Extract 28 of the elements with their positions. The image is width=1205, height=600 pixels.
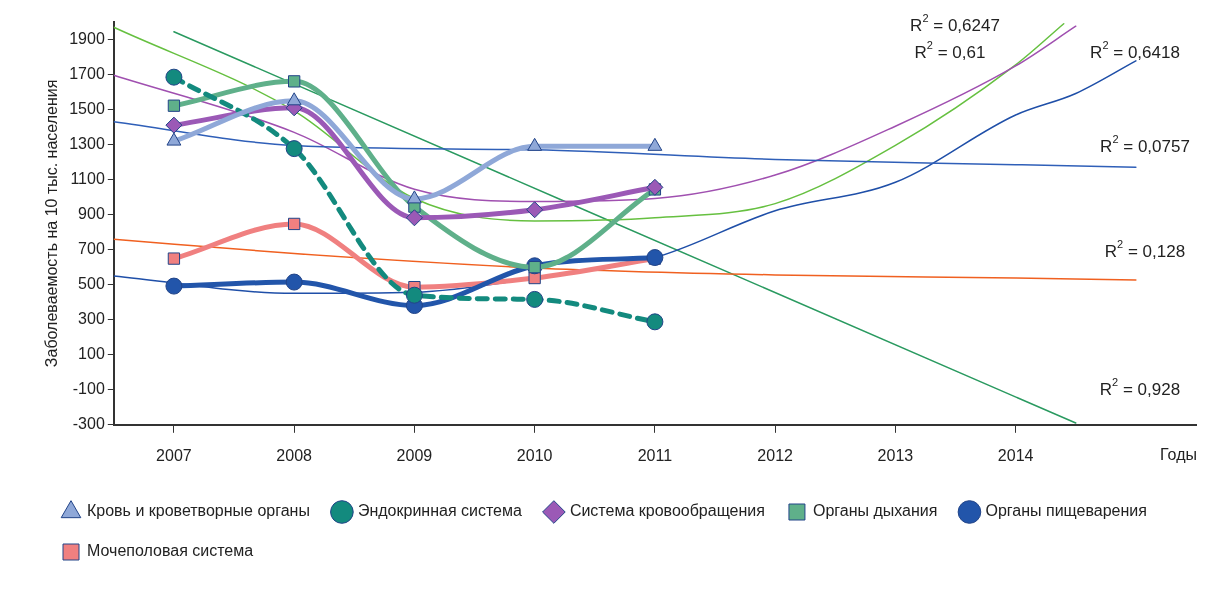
x-tick-label: 2011: [637, 446, 673, 464]
legend-label: Система кровообращения: [569, 502, 765, 520]
y-axis-title: Заболеваемость на 10 тыс. населения: [43, 79, 61, 368]
legend-label: Органы дыхания: [812, 502, 938, 520]
y-tick-label: 1700: [69, 64, 105, 82]
y-tick-label: 100: [78, 345, 105, 363]
legend-label: Органы пищеварения: [985, 502, 1147, 520]
y-tick-label: 1500: [69, 99, 105, 117]
y-tick-label: 1300: [69, 135, 105, 152]
x-tick-label: 2010: [516, 446, 553, 464]
y-tick-label: 1900: [69, 29, 105, 47]
legend-label: Кровь и кроветворные органы: [87, 502, 310, 520]
y-tick-label: -300: [72, 415, 105, 433]
legend-label: Эндокринная система: [357, 502, 522, 520]
x-tick-label: 2007: [156, 446, 192, 464]
x-tick-label: 2009: [396, 446, 433, 464]
y-tick-label: 500: [78, 275, 105, 293]
x-tick-label: 2008: [276, 446, 313, 464]
x-axis-title: Годы: [1160, 446, 1197, 464]
x-tick-label: 2012: [757, 446, 794, 464]
y-tick-label: 900: [78, 205, 105, 223]
y-tick-label: 300: [78, 310, 105, 328]
y-tick-label: 700: [78, 240, 105, 258]
x-tick-label: 2014: [997, 446, 1034, 464]
x-tick-label: 2013: [877, 446, 914, 464]
legend-label: Мочеполовая система: [87, 542, 254, 560]
y-tick-label: -100: [72, 380, 105, 398]
y-tick-label: 1100: [70, 170, 105, 188]
